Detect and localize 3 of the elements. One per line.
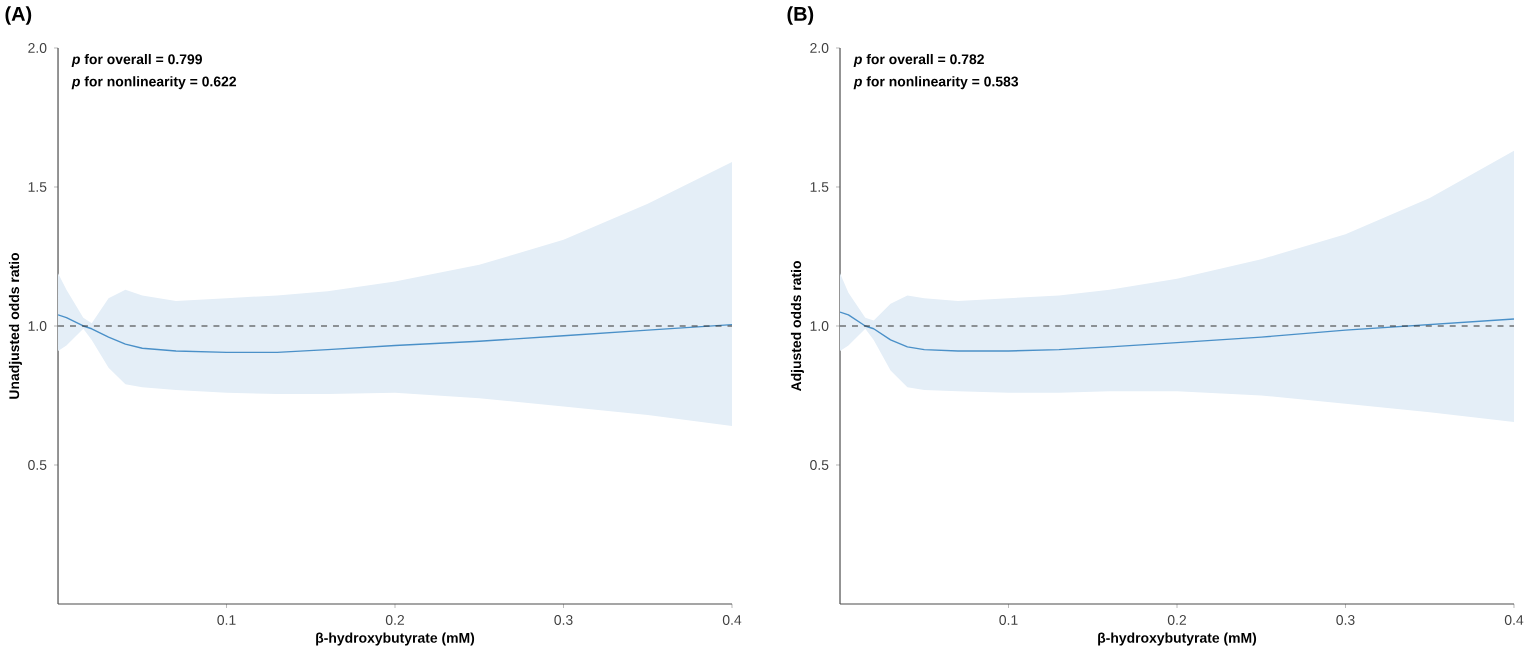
chart-title: (B) <box>787 6 814 25</box>
line-series <box>58 314 733 354</box>
chart-title: (A) <box>5 6 32 25</box>
